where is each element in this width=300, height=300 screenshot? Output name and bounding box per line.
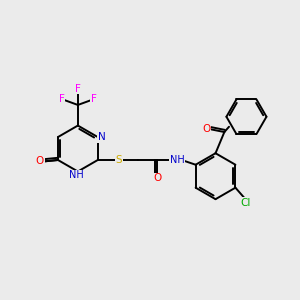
Text: S: S	[116, 155, 122, 165]
Text: F: F	[59, 94, 64, 104]
Text: NH: NH	[170, 155, 184, 165]
Text: O: O	[202, 124, 210, 134]
Text: F: F	[91, 94, 97, 104]
Text: Cl: Cl	[241, 198, 251, 208]
Text: O: O	[36, 157, 44, 166]
Text: F: F	[75, 84, 81, 94]
Text: NH: NH	[69, 170, 84, 180]
Text: N: N	[98, 132, 106, 142]
Text: O: O	[153, 173, 161, 183]
